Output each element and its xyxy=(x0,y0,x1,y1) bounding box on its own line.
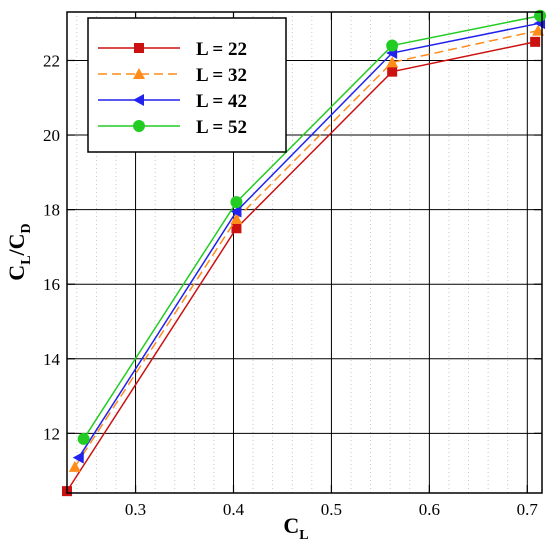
series-line xyxy=(74,29,539,468)
data-point xyxy=(532,24,545,36)
tick-labels: 0.3 0.4 0.5 0.6 0.7 12 14 16 18 20 22 xyxy=(43,51,538,519)
series-line xyxy=(78,22,541,458)
legend-marker xyxy=(133,120,145,132)
x-axis-title: CL xyxy=(283,513,308,543)
plot-frame xyxy=(66,11,543,494)
data-point xyxy=(386,39,399,52)
legend-marker xyxy=(134,43,144,53)
data-point xyxy=(230,196,243,209)
y-tick-label: 14 xyxy=(43,350,61,369)
y-tick-label: 12 xyxy=(43,424,60,443)
legend-entry: L = 22 xyxy=(98,39,247,60)
series-1 xyxy=(68,24,545,472)
x-tick-label: 0.6 xyxy=(419,500,440,519)
y-tick-label: 18 xyxy=(43,201,60,220)
x-axis-title-subscript: L xyxy=(299,528,308,543)
legend-entry: L = 42 xyxy=(98,91,247,112)
x-tick-label: 0.7 xyxy=(517,500,539,519)
data-point xyxy=(387,66,398,77)
legend-entry: L = 32 xyxy=(98,65,247,86)
y-axis-title: CL/CD xyxy=(4,223,34,280)
legend-marker xyxy=(133,94,144,106)
data-point xyxy=(386,56,399,68)
data-point xyxy=(530,36,541,47)
y-tick-label: 22 xyxy=(43,51,60,70)
series-line xyxy=(66,41,536,492)
x-tick-label: 0.3 xyxy=(125,500,146,519)
y-tick-label: 16 xyxy=(43,275,60,294)
legend-box xyxy=(87,17,287,153)
x-tick-label: 0.5 xyxy=(321,500,342,519)
data-point xyxy=(230,212,243,224)
legend-label: L = 32 xyxy=(196,65,247,86)
y-tick-label: 20 xyxy=(43,126,60,145)
legend-label: L = 42 xyxy=(196,91,247,112)
legend-label: L = 22 xyxy=(196,39,247,60)
data-point xyxy=(230,205,242,218)
legend-marker xyxy=(133,68,145,79)
legend: L = 22 L = 32 L = 42 L = 52 xyxy=(87,17,287,153)
legend-entry: L = 52 xyxy=(98,117,247,138)
data-point xyxy=(231,223,242,234)
data-point xyxy=(68,460,81,472)
series-layer xyxy=(62,9,547,497)
series-3 xyxy=(77,9,547,445)
x-tick-label: 0.4 xyxy=(223,500,245,519)
data-point xyxy=(77,432,90,445)
legend-label: L = 52 xyxy=(196,117,247,138)
data-point xyxy=(72,451,84,464)
series-line xyxy=(83,14,541,440)
